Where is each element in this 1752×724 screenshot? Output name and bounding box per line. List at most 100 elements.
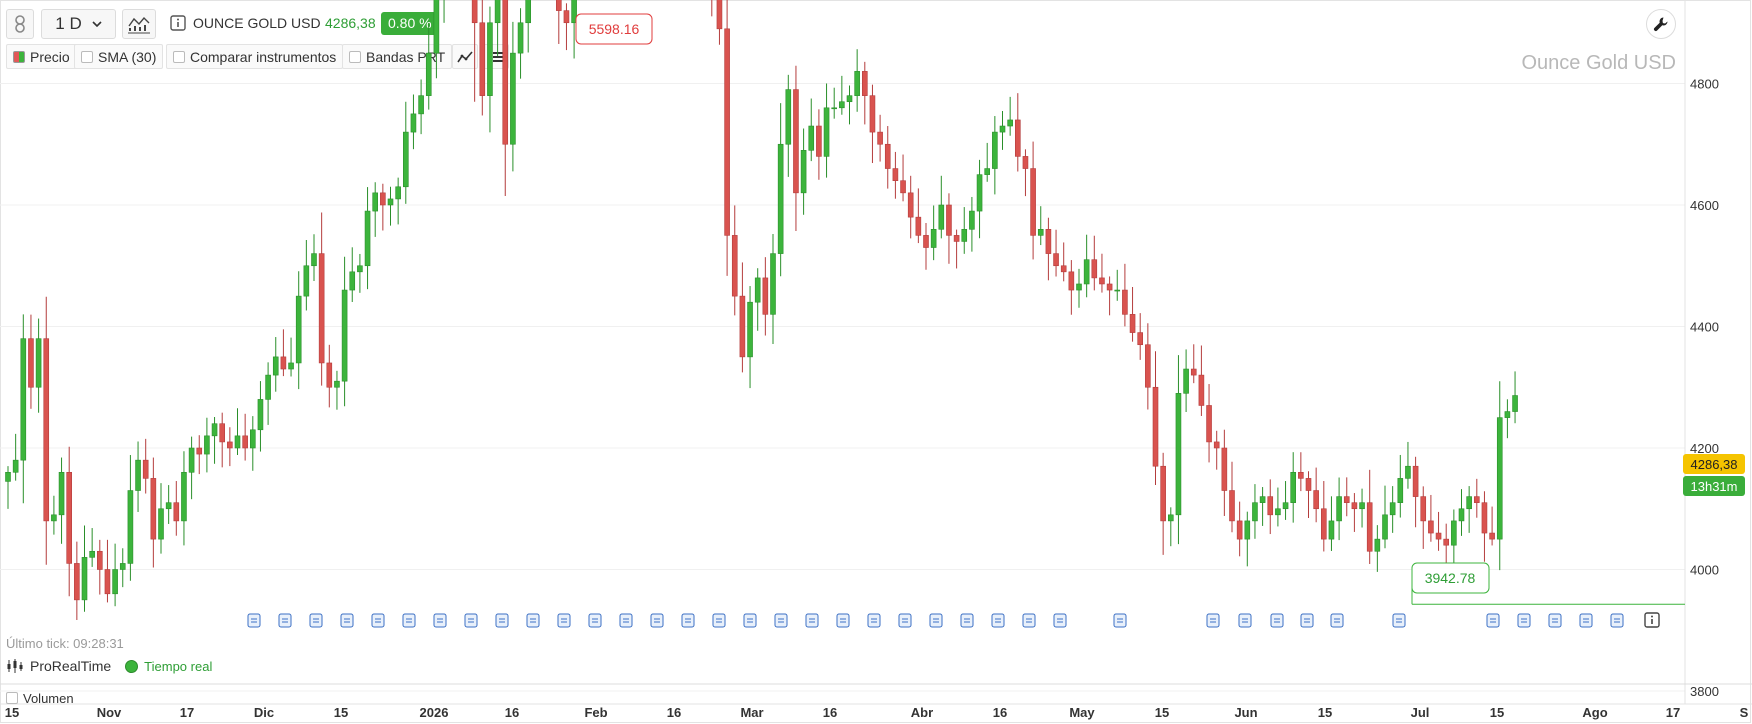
candle: [433, 0, 440, 54]
candle: [318, 253, 325, 364]
price-color-icon: [13, 50, 25, 63]
news-icon[interactable]: [898, 613, 912, 628]
candle: [961, 229, 968, 242]
chart-type-button[interactable]: [122, 9, 156, 39]
y-tick-label: 4600: [1690, 198, 1719, 213]
candle: [135, 459, 141, 491]
news-icon[interactable]: [1270, 613, 1284, 628]
checkbox[interactable]: [173, 50, 185, 63]
news-icon[interactable]: [402, 613, 416, 628]
y-tick-label: 4400: [1690, 320, 1719, 335]
volume-panel-header[interactable]: Volumen: [6, 690, 86, 706]
candle: [1351, 502, 1358, 510]
news-icon[interactable]: [1113, 613, 1127, 628]
candle: [311, 253, 317, 267]
news-icon[interactable]: [836, 613, 850, 628]
candle: [43, 338, 50, 522]
x-tick-label: 15: [334, 705, 348, 720]
news-icon[interactable]: [588, 613, 602, 628]
news-icon[interactable]: [340, 613, 354, 628]
news-icon[interactable]: [619, 613, 633, 628]
candle: [1435, 532, 1442, 540]
news-icon[interactable]: [309, 613, 323, 628]
y-tick-label: 4200: [1690, 441, 1719, 456]
news-icon[interactable]: [1053, 613, 1067, 628]
news-icon[interactable]: [774, 613, 788, 628]
news-icon[interactable]: [743, 613, 757, 628]
candle: [196, 447, 203, 455]
news-icon[interactable]: [1517, 613, 1531, 628]
candle: [869, 95, 876, 133]
checkbox[interactable]: [6, 692, 18, 704]
news-icon[interactable]: [371, 613, 385, 628]
candle: [1382, 514, 1388, 540]
candle: [884, 143, 891, 169]
news-icon[interactable]: [712, 613, 726, 628]
link-button[interactable]: [6, 9, 34, 39]
instrument-info-icon[interactable]: [170, 15, 186, 31]
news-icon[interactable]: [867, 613, 881, 628]
news-icon[interactable]: [278, 613, 292, 628]
news-icon[interactable]: [464, 613, 478, 628]
candle: [250, 429, 256, 449]
news-icon[interactable]: [960, 613, 974, 628]
instrument-name[interactable]: OUNCE GOLD USD: [193, 15, 321, 31]
news-icon[interactable]: [495, 613, 509, 628]
candle: [349, 271, 356, 291]
news-icon[interactable]: [991, 613, 1005, 628]
add-indicator-button[interactable]: [452, 44, 478, 69]
news-icon[interactable]: [433, 613, 447, 628]
news-icon[interactable]: [1392, 613, 1406, 628]
candle: [861, 71, 868, 96]
news-icon[interactable]: [1238, 613, 1252, 628]
candle: [1336, 496, 1342, 522]
candle: [1114, 289, 1121, 292]
news-icon[interactable]: [1330, 613, 1344, 628]
news-icon[interactable]: [650, 613, 664, 628]
line-chart-icon: [457, 50, 473, 62]
candle: [165, 502, 172, 510]
legend-sma[interactable]: SMA (30): [74, 44, 164, 69]
candle: [1160, 465, 1166, 522]
candle: [517, 22, 524, 54]
news-icon[interactable]: [526, 613, 540, 628]
legend-label: Comparar instrumentos: [190, 48, 337, 65]
news-icon[interactable]: [929, 613, 943, 628]
news-icon[interactable]: [681, 613, 695, 628]
news-icon[interactable]: [1300, 613, 1314, 628]
checkbox[interactable]: [349, 50, 361, 63]
chart-type-icon: [128, 16, 150, 34]
checkbox[interactable]: [81, 50, 93, 63]
candle: [1397, 478, 1404, 503]
candle: [5, 471, 11, 482]
news-icon[interactable]: [1206, 613, 1220, 628]
candle: [739, 295, 746, 358]
low-label-box: [1411, 562, 1490, 594]
news-icon[interactable]: [247, 613, 261, 628]
news-icon[interactable]: [557, 613, 571, 628]
candle: [357, 265, 363, 273]
legend-compare[interactable]: Comparar instrumentos: [166, 44, 344, 69]
news-icon[interactable]: [1610, 613, 1624, 628]
legend-prt-bands[interactable]: Bandas PRT: [342, 44, 453, 69]
candle: [97, 550, 103, 570]
timeframe-select[interactable]: 1 D: [41, 9, 116, 39]
news-icon[interactable]: [1022, 613, 1036, 628]
candle: [1014, 119, 1021, 157]
news-icon[interactable]: [1486, 613, 1500, 628]
candle: [510, 52, 516, 145]
x-tick-label: 16: [993, 705, 1007, 720]
news-icon[interactable]: [1579, 613, 1593, 628]
candle: [211, 423, 218, 437]
candle: [563, 10, 570, 24]
info-button[interactable]: [1643, 611, 1661, 629]
news-icon[interactable]: [1548, 613, 1562, 628]
candle: [20, 338, 27, 461]
candle: [89, 550, 95, 558]
candle: [58, 471, 65, 516]
news-icon[interactable]: [805, 613, 819, 628]
candle: [326, 362, 333, 388]
settings-button[interactable]: [1646, 9, 1676, 39]
candle: [1512, 395, 1518, 412]
